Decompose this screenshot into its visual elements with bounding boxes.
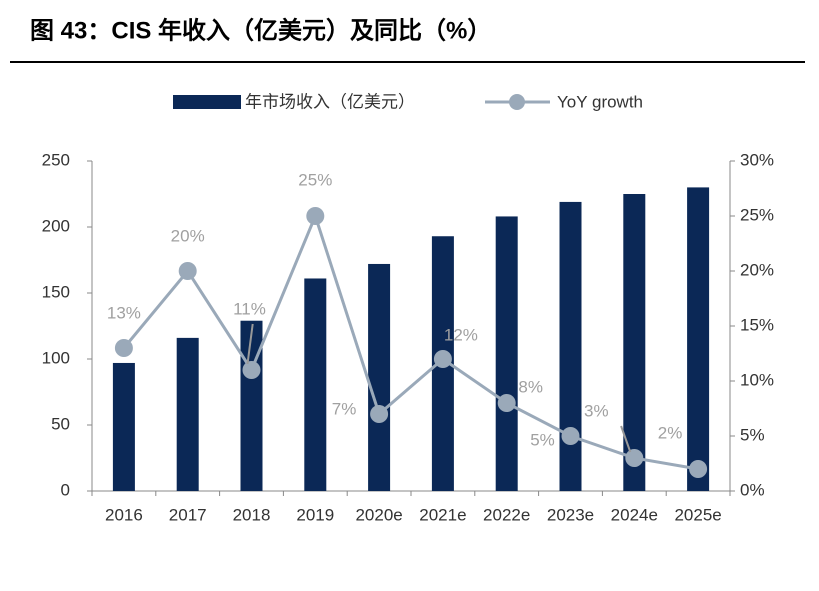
line-point [561,427,580,445]
y-tick-label: 0 [61,480,70,499]
bar [623,194,646,491]
x-tick-label: 2024e [611,505,658,524]
legend-label: YoY growth [557,92,643,111]
line-point [689,460,708,478]
leader-line [620,425,632,453]
y2-tick-label: 15% [740,315,774,334]
y2-tick-label: 0% [740,480,765,499]
bar [304,278,327,491]
leader-line [246,323,254,365]
bar [176,337,199,491]
legend-marker [509,94,525,110]
chart-title: 图 43：CIS 年收入（亿美元）及同比（%） [30,16,491,44]
line-point [433,350,452,368]
line-point [114,339,133,357]
bar [368,263,391,491]
y2-tick-label: 10% [740,370,774,389]
data-label: 13% [107,303,141,322]
legend-label: 年市场收入（亿美元） [245,92,415,111]
y-tick-label: 200 [42,216,70,235]
bar [240,320,263,491]
line-point [625,449,644,467]
line-point [306,207,325,225]
line-point [178,262,197,280]
line [122,211,699,471]
data-label: 2% [658,423,683,442]
y-tick-label: 100 [42,348,70,367]
data-label: 12% [444,325,478,344]
bar [112,362,135,491]
data-label: 11% [233,299,266,318]
data-label: 7% [332,399,357,418]
x-tick-label: 2023e [547,505,594,524]
y2-tick-label: 25% [740,205,774,224]
y-tick-label: 250 [42,150,70,169]
data-label: 25% [298,170,332,189]
data-label: 3% [584,401,609,420]
y-tick-label: 150 [42,282,70,301]
bar [559,201,582,492]
x-tick-label: 2021e [419,505,466,524]
bar [495,216,518,491]
x-tick-label: 2017 [169,505,207,524]
y-tick-label: 50 [51,414,70,433]
line-point [370,405,389,423]
legend-swatch [173,95,241,109]
x-tick-label: 2020e [355,505,402,524]
y2-tick-label: 5% [740,425,765,444]
x-tick-label: 2022e [483,505,530,524]
x-tick-label: 2025e [674,505,721,524]
x-tick-label: 2018 [233,505,271,524]
data-label: 8% [518,377,543,396]
x-tick-label: 2019 [296,505,334,524]
bar [687,187,710,491]
data-label: 20% [171,226,205,245]
x-tick-label: 2016 [105,505,143,524]
y2-tick-label: 20% [740,260,774,279]
line-point [242,361,261,379]
line-point [497,394,516,412]
data-label: 5% [530,430,555,449]
y2-tick-label: 30% [740,150,774,169]
